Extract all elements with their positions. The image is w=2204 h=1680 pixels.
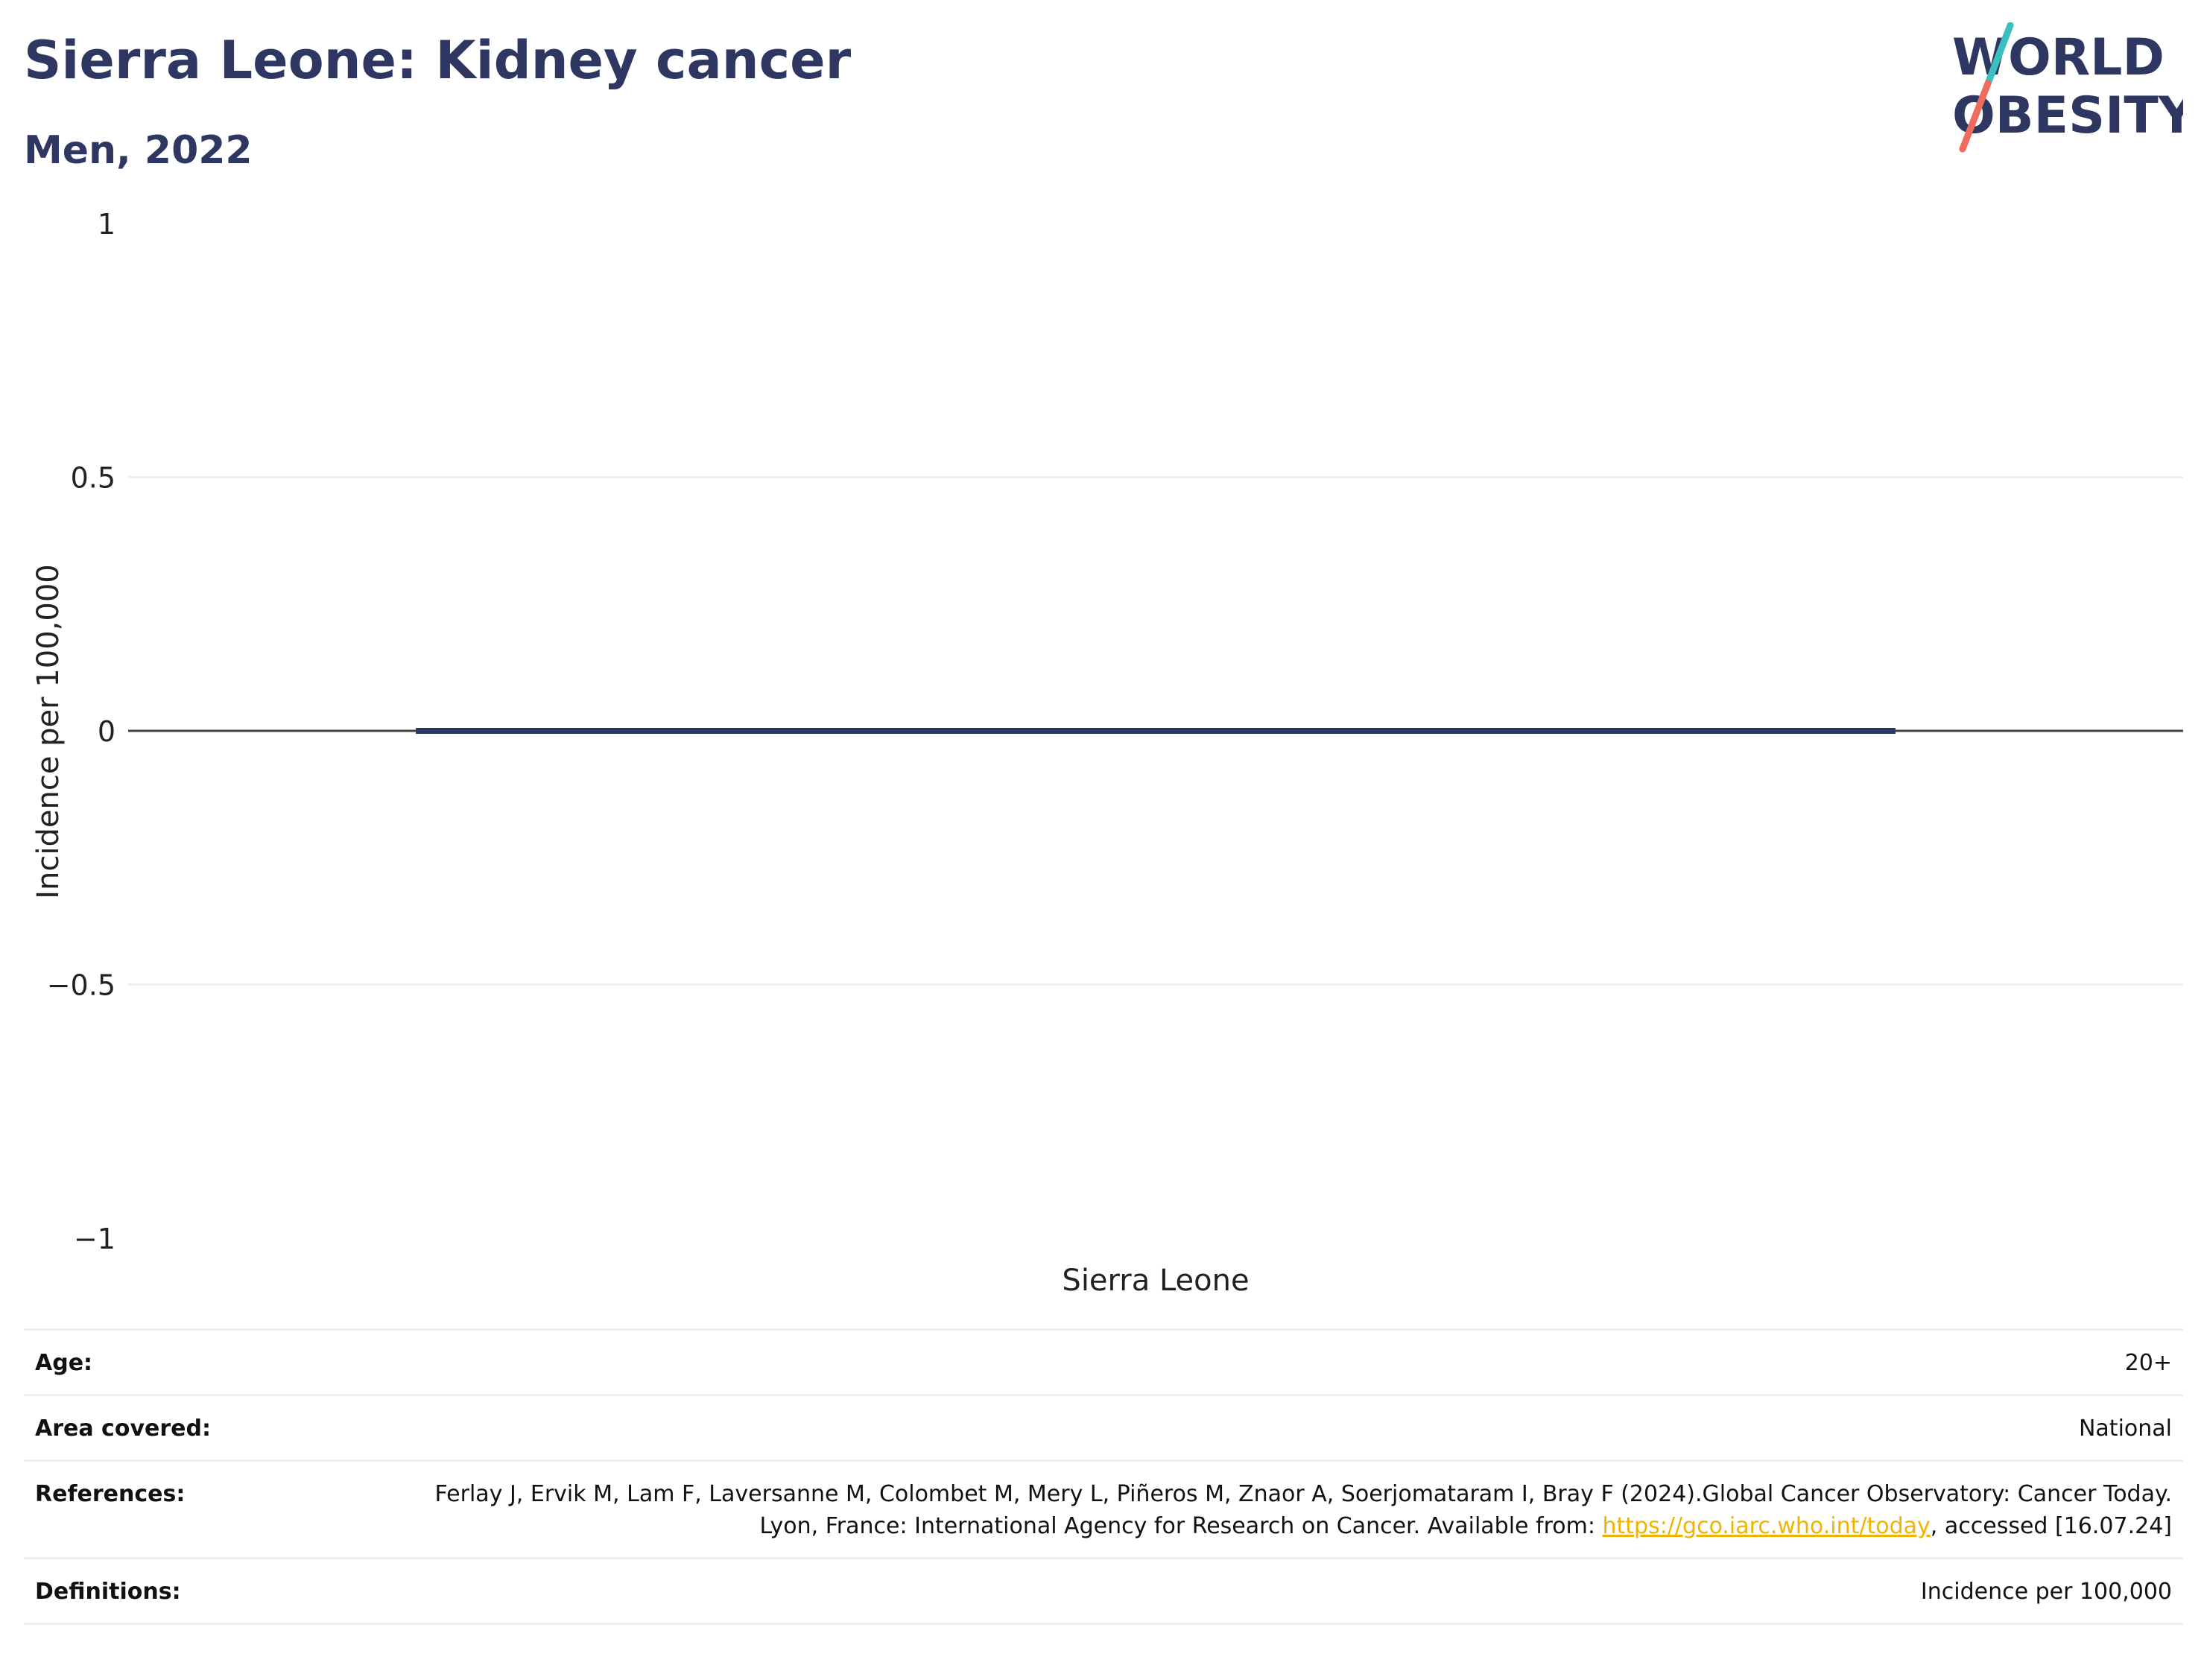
info-key: References: bbox=[35, 1481, 186, 1507]
bar-sierra-leone bbox=[416, 728, 1896, 734]
y-tick-label: −1 bbox=[74, 1223, 115, 1255]
y-tick-label: 1 bbox=[98, 208, 115, 241]
y-axis-label: Incidence per 100,000 bbox=[31, 564, 66, 899]
info-value: Incidence per 100,000 bbox=[1920, 1579, 2172, 1605]
y-tick-label: 0.5 bbox=[71, 462, 115, 495]
info-row-area: Area covered: National bbox=[24, 1395, 2183, 1461]
info-value: 20+ bbox=[2124, 1350, 2172, 1376]
info-row-references: References: Ferlay J, Ervik M, Lam F, La… bbox=[24, 1460, 2183, 1559]
info-key: Area covered: bbox=[35, 1416, 211, 1442]
info-value: Ferlay J, Ervik M, Lam F, Laversanne M, … bbox=[359, 1461, 2183, 1559]
logo-line2: OBESITY bbox=[1952, 86, 2183, 145]
y-tick-labels: 1 0.5 0 −0.5 −1 bbox=[47, 208, 115, 1255]
bars bbox=[416, 728, 1896, 734]
x-category-label: Sierra Leone bbox=[1062, 1264, 1249, 1296]
info-row-definitions: Definitions: Incidence per 100,000 bbox=[24, 1558, 2183, 1624]
info-value: National bbox=[2078, 1416, 2172, 1442]
info-row-age: Age: 20+ bbox=[24, 1329, 2183, 1395]
reference-text: Ferlay J, Ervik M, Lam F, Laversanne M, … bbox=[434, 1481, 2172, 1539]
x-category-labels: Sierra Leone bbox=[1062, 1264, 1249, 1296]
world-obesity-logo: WORLD OBESITY bbox=[1952, 22, 2183, 153]
y-tick-label: 0 bbox=[98, 715, 115, 748]
page-subtitle: Men, 2022 bbox=[24, 128, 253, 173]
y-tick-label: −0.5 bbox=[47, 969, 115, 1002]
logo-slash-top bbox=[1984, 22, 2014, 87]
reference-accessed: , accessed [16.07.24] bbox=[1930, 1513, 2172, 1539]
reference-link[interactable]: https://gco.iarc.who.int/today bbox=[1602, 1513, 1931, 1539]
info-key: Age: bbox=[35, 1350, 93, 1376]
info-table: Age: 20+ Area covered: National Referenc… bbox=[24, 1328, 2183, 1625]
page-title: Sierra Leone: Kidney cancer bbox=[24, 30, 852, 91]
logo-line1: WORLD bbox=[1952, 28, 2165, 87]
info-key: Definitions: bbox=[35, 1579, 181, 1605]
bar-chart: 1 0.5 0 −0.5 −1 Incidence per 100,000 Sierra… bbox=[31, 208, 2183, 1296]
logo-slash-bottom bbox=[1959, 80, 1992, 153]
